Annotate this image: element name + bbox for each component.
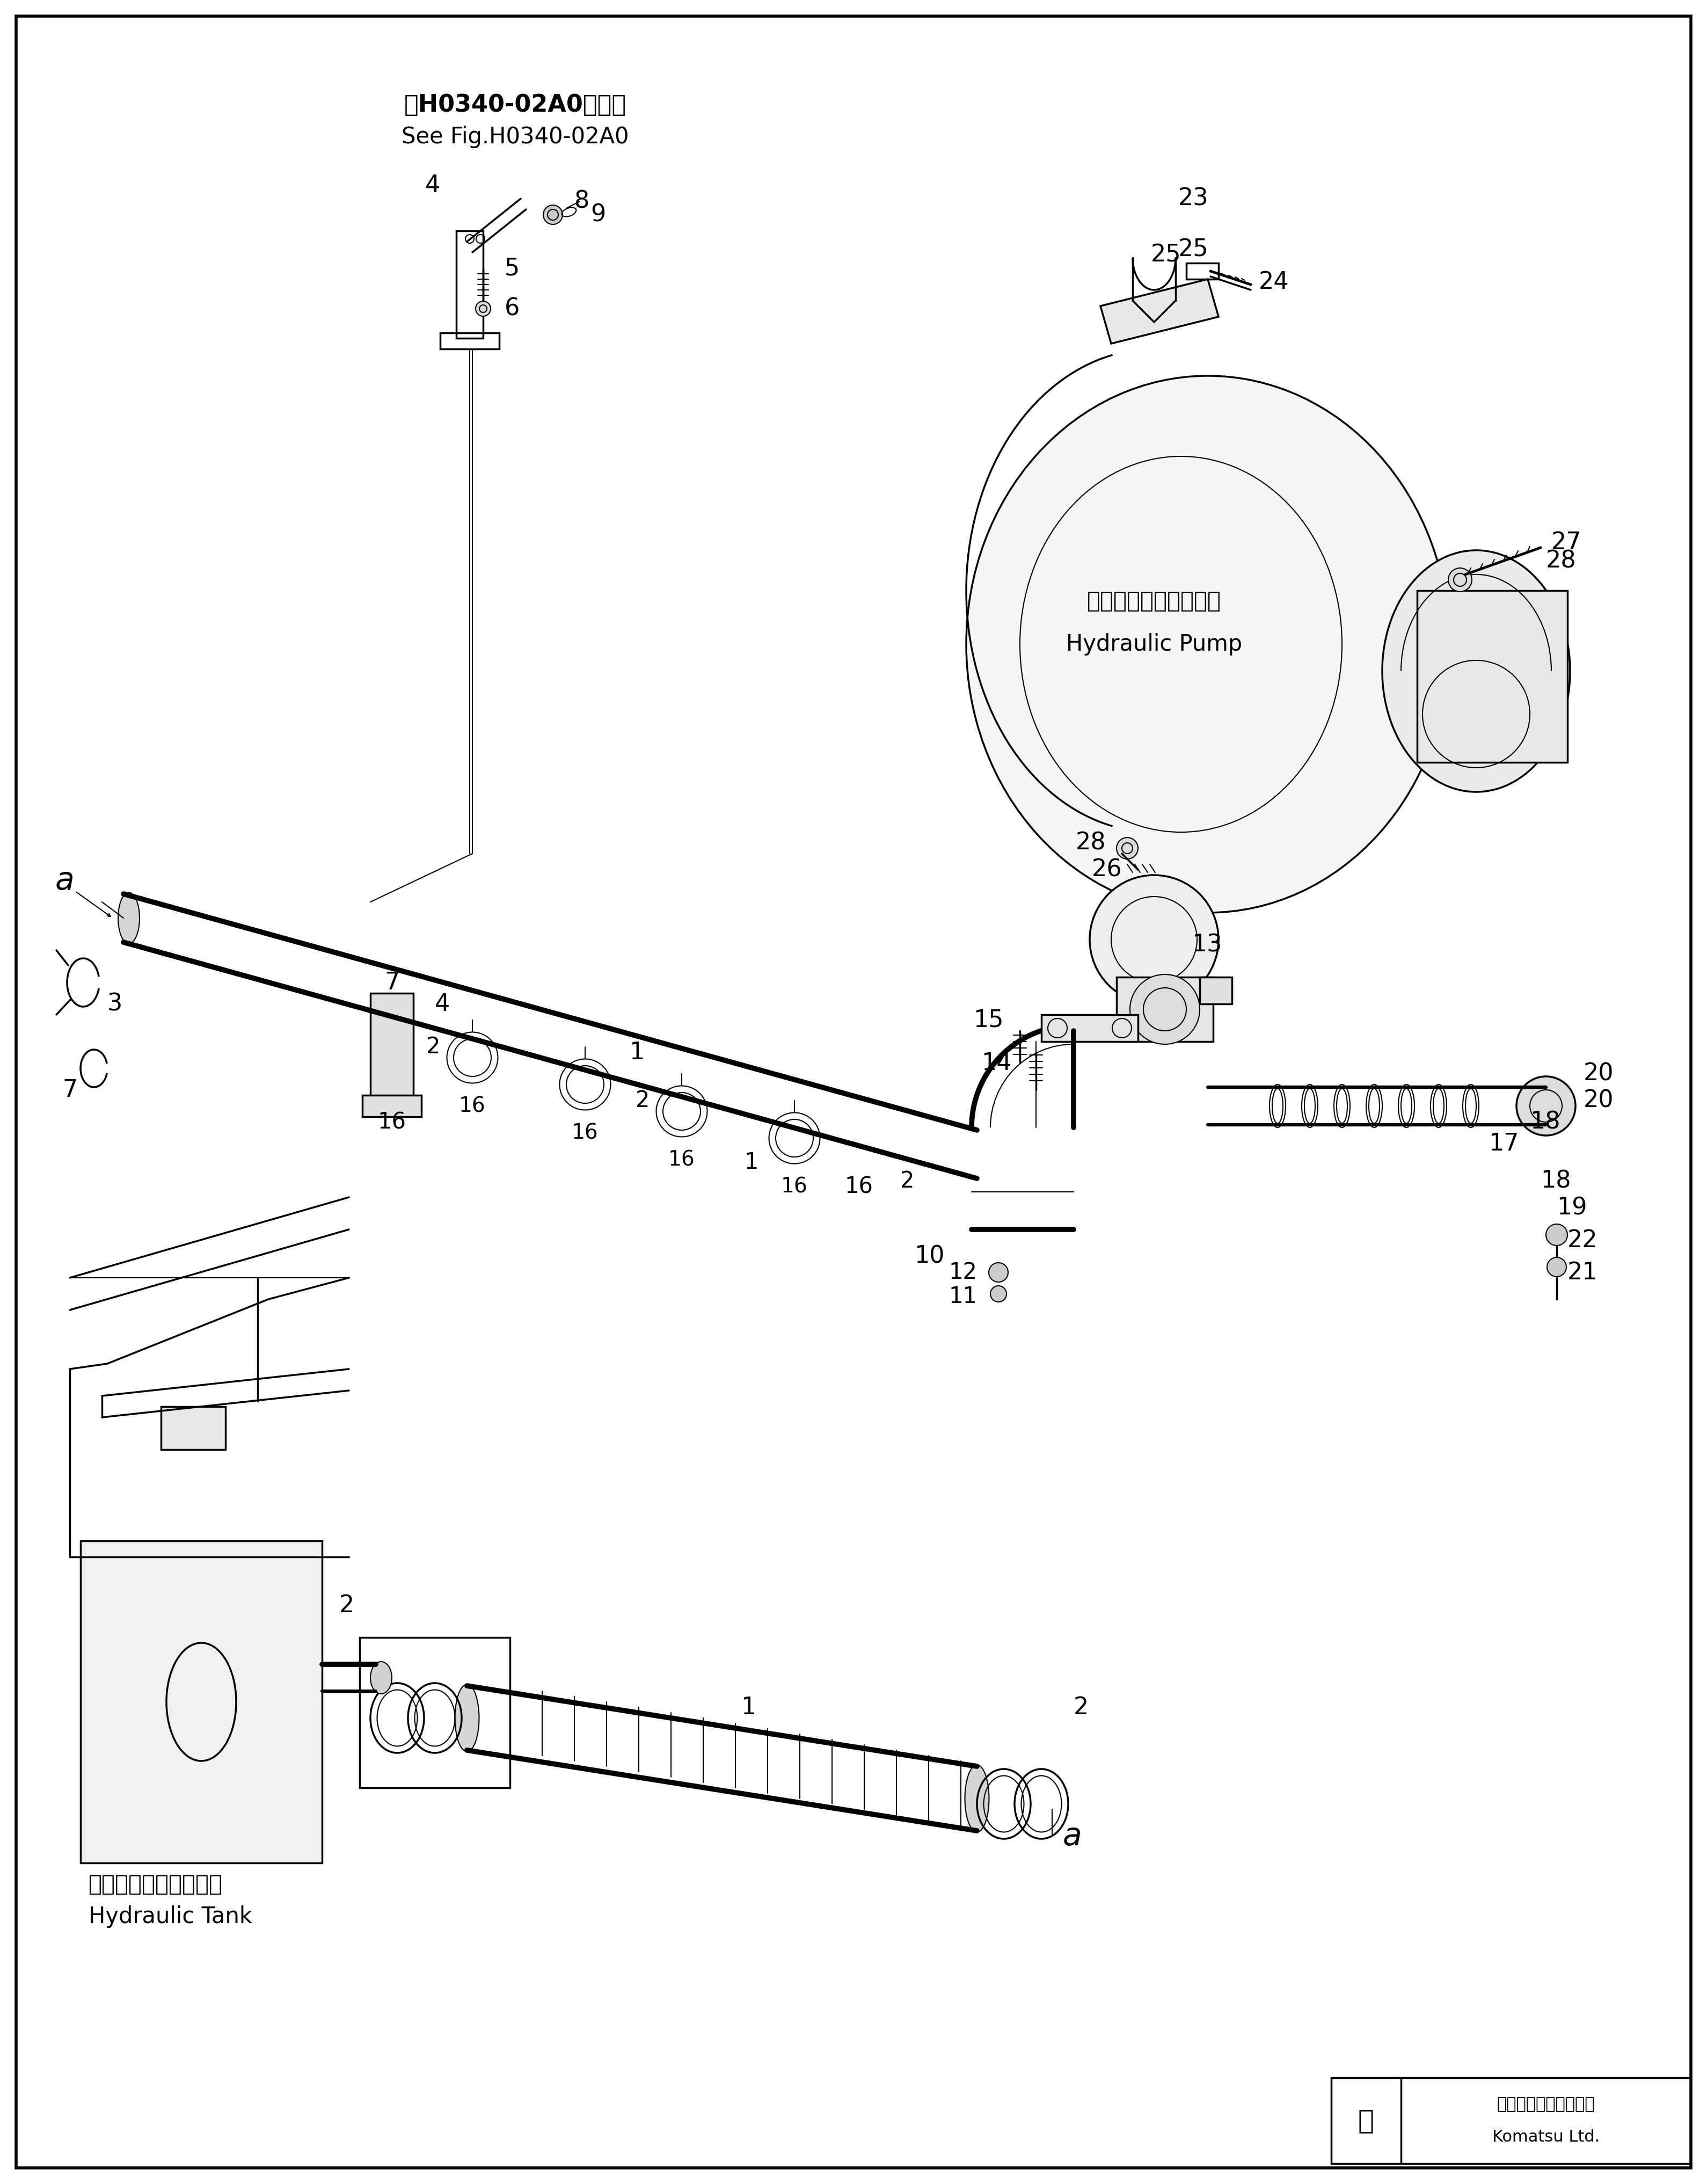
Text: 26: 26	[1091, 858, 1121, 882]
Bar	[1116, 976, 1214, 1042]
Text: 3: 3	[108, 992, 123, 1016]
Text: 27: 27	[1552, 531, 1582, 555]
Text: Komatsu Ltd.: Komatsu Ltd.	[1492, 2129, 1599, 2145]
Text: 23: 23	[1178, 188, 1209, 210]
Text: 4: 4	[435, 992, 451, 1016]
Text: 14: 14	[982, 1051, 1012, 1075]
Circle shape	[990, 1286, 1007, 1302]
Text: 20: 20	[1584, 1061, 1613, 1085]
Circle shape	[1547, 1223, 1567, 1245]
Bar	[160, 1406, 225, 1450]
Circle shape	[1448, 568, 1471, 592]
Text: See Fig.H0340-02A0: See Fig.H0340-02A0	[401, 127, 628, 149]
Text: 2: 2	[427, 1035, 440, 1059]
Text: 2: 2	[900, 1171, 915, 1192]
Bar	[1200, 976, 1232, 1005]
Bar	[1331, 2077, 1692, 2164]
Text: 21: 21	[1567, 1260, 1598, 1284]
Text: 2: 2	[1074, 1695, 1089, 1719]
Text: 28: 28	[1547, 550, 1576, 572]
Polygon shape	[1101, 280, 1219, 343]
Text: 4: 4	[425, 175, 440, 197]
Text: 候: 候	[1359, 2108, 1374, 2134]
Text: 17: 17	[1489, 1131, 1519, 1155]
Ellipse shape	[966, 376, 1449, 913]
Text: 16: 16	[572, 1123, 599, 1142]
Bar	[456, 232, 483, 339]
Circle shape	[476, 301, 490, 317]
Text: 15: 15	[973, 1009, 1004, 1031]
Text: 20: 20	[1584, 1090, 1613, 1112]
Text: コマツパーツ管理会社: コマツパーツ管理会社	[1497, 2097, 1594, 2112]
Text: ハイドロリックポンプ: ハイドロリックポンプ	[1087, 590, 1221, 612]
Text: 25: 25	[1178, 238, 1209, 262]
Text: ハイドロリックタンク: ハイドロリックタンク	[89, 1874, 224, 1896]
Text: 18: 18	[1541, 1171, 1570, 1192]
Ellipse shape	[964, 1765, 988, 1832]
Bar	[360, 1638, 510, 1789]
Text: a: a	[55, 865, 73, 895]
Text: 7: 7	[384, 972, 399, 994]
Text: Hydraulic Tank: Hydraulic Tank	[89, 1904, 253, 1928]
Text: 10: 10	[915, 1245, 944, 1269]
Text: 2: 2	[635, 1090, 650, 1112]
Circle shape	[1089, 876, 1219, 1005]
Circle shape	[1130, 974, 1200, 1044]
Text: 16: 16	[782, 1177, 807, 1197]
Text: 16: 16	[669, 1149, 695, 1171]
Text: 16: 16	[377, 1112, 406, 1133]
Bar	[1417, 590, 1567, 762]
Text: 24: 24	[1258, 271, 1289, 293]
Text: 16: 16	[459, 1096, 486, 1116]
Text: 22: 22	[1567, 1230, 1598, 1251]
Text: 18: 18	[1529, 1109, 1560, 1133]
Bar	[80, 1542, 323, 1863]
Text: 7: 7	[63, 1079, 79, 1101]
Circle shape	[1516, 1077, 1576, 1136]
Text: 28: 28	[1075, 832, 1106, 854]
Text: 16: 16	[845, 1175, 872, 1197]
Text: 1: 1	[741, 1695, 756, 1719]
Text: a: a	[1063, 1821, 1082, 1852]
Circle shape	[1116, 836, 1139, 858]
Text: 1: 1	[744, 1151, 758, 1173]
Text: 8: 8	[574, 190, 589, 212]
Text: 11: 11	[949, 1284, 976, 1308]
Ellipse shape	[118, 893, 140, 943]
Text: 第H0340-02A0図参照: 第H0340-02A0図参照	[405, 94, 626, 116]
Text: 6: 6	[505, 297, 519, 321]
Ellipse shape	[1383, 550, 1570, 793]
Bar	[440, 332, 498, 349]
Text: 2: 2	[340, 1594, 355, 1616]
Text: 5: 5	[505, 258, 519, 280]
Circle shape	[543, 205, 563, 225]
Text: 13: 13	[1191, 933, 1222, 957]
Ellipse shape	[370, 1662, 393, 1695]
Bar	[362, 1094, 422, 1116]
Text: 1: 1	[628, 1042, 644, 1064]
Circle shape	[988, 1262, 1009, 1282]
Text: 9: 9	[591, 203, 606, 227]
Text: 25: 25	[1151, 242, 1181, 266]
Ellipse shape	[456, 1684, 480, 1752]
Text: 12: 12	[949, 1260, 976, 1284]
Bar	[1186, 262, 1219, 280]
Text: 19: 19	[1557, 1197, 1588, 1219]
Text: Hydraulic Pump: Hydraulic Pump	[1067, 633, 1243, 655]
Bar	[370, 994, 413, 1101]
Circle shape	[1547, 1258, 1567, 1278]
Bar	[1041, 1016, 1139, 1042]
